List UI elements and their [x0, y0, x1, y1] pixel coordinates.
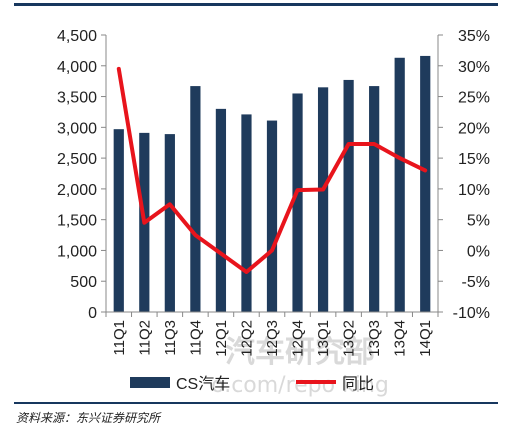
left-tick-label: 1,000 [57, 243, 97, 260]
legend: CS汽车 同比 [130, 375, 374, 393]
x-tick-label: 13Q4 [392, 320, 409, 357]
left-tick-label: 1,500 [57, 213, 97, 230]
bar [164, 134, 175, 312]
right-tick-label: -10% [453, 305, 490, 322]
bar [215, 108, 227, 312]
x-tick-label: 13Q1 [315, 320, 332, 357]
left-tick-label: 3,000 [57, 120, 97, 137]
right-tick-label: 20% [458, 120, 490, 137]
right-tick-label: 30% [458, 59, 490, 76]
x-tick-label: 14Q1 [417, 320, 434, 357]
x-tick-label: 12Q4 [290, 320, 307, 357]
x-tick-label: 13Q3 [366, 320, 383, 357]
x-tick-label: 11Q2 [136, 320, 153, 356]
x-tick-label: 12Q1 [213, 320, 230, 357]
bar [190, 86, 201, 312]
bar [266, 120, 278, 312]
legend-label-bar: CS汽车 [176, 375, 230, 393]
right-tick-label: 15% [458, 151, 490, 168]
bar [113, 129, 124, 312]
bottom-rule [14, 402, 498, 404]
watermark: 汽车研究部 o.com/repo king [211, 335, 389, 398]
right-tick-label: 10% [458, 182, 490, 199]
right-tick-label: 5% [467, 213, 490, 230]
bar [343, 79, 354, 313]
right-tick-label: 0% [467, 243, 490, 260]
line-yoy [116, 66, 428, 274]
left-tick-label: 0 [88, 305, 97, 322]
top-rule [14, 3, 498, 6]
right-tick-label: 25% [458, 90, 490, 107]
left-tick-label: 4,500 [57, 28, 97, 45]
x-tick-label: 12Q2 [239, 320, 256, 357]
x-tick-label: 11Q4 [187, 320, 204, 356]
left-tick-label: 4,000 [57, 59, 97, 76]
bar [317, 87, 329, 312]
left-axis: 0 500 1,000 1,500 2,000 2,500 3,000 3,500 4,000 4… [57, 28, 107, 322]
left-tick-label: 500 [70, 274, 97, 291]
x-tick-label: 11Q1 [111, 320, 128, 356]
x-axis: 11Q1 11Q2 11Q3 11Q4 12Q1 12Q2 12Q3 12Q4 13Q1 13Q2… [105, 311, 439, 357]
x-tick-label: 12Q3 [264, 320, 281, 357]
left-tick-label: 3,500 [57, 90, 97, 107]
watermark-subtext: o.com/repo king [211, 373, 389, 398]
bar [241, 114, 252, 312]
bar [369, 86, 380, 312]
legend-label-line: 同比 [342, 375, 374, 393]
right-tick-label: -5% [462, 274, 490, 291]
watermark-text: 汽车研究部 [225, 335, 375, 370]
legend-swatch-bar [130, 377, 170, 388]
right-tick-label: 35% [458, 28, 490, 45]
bar [420, 55, 431, 312]
right-axis: -10% -5% 0% 5% 10% 15% 20% 25% 30% 35% [437, 28, 490, 322]
x-tick-label: 13Q2 [341, 320, 358, 357]
bar [394, 57, 405, 312]
left-tick-label: 2,500 [57, 151, 97, 168]
x-tick-label: 11Q3 [162, 320, 179, 356]
source-note: 资料来源：东兴证券研究所 [16, 411, 161, 425]
bar [292, 93, 303, 312]
left-tick-label: 2,000 [57, 182, 97, 199]
bar-series [113, 55, 431, 313]
line-series [116, 66, 428, 274]
